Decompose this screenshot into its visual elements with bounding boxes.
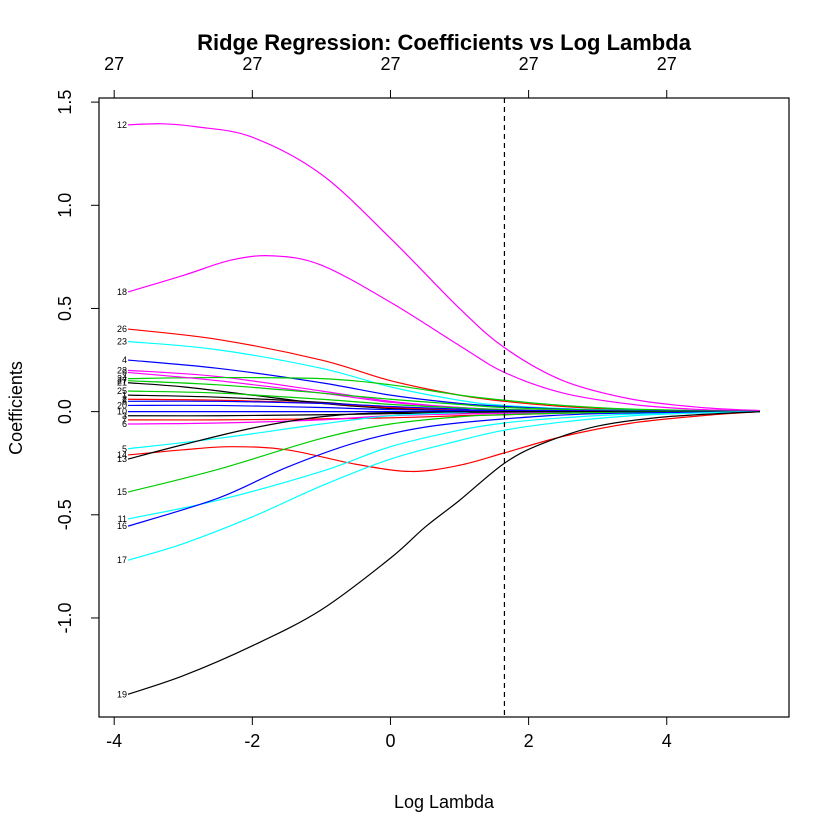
curve-label-3: 3 xyxy=(122,411,127,421)
y-axis-label: Coefficients xyxy=(6,361,26,455)
curve-label-5: 5 xyxy=(122,444,127,454)
curve-label-8: 8 xyxy=(122,396,127,406)
coefficient-curve-26 xyxy=(127,328,760,413)
y-tick-label: -0.5 xyxy=(55,499,75,530)
curve-label-10: 10 xyxy=(117,407,127,417)
coefficient-curve-16 xyxy=(127,411,760,527)
x-axis-label: Log Lambda xyxy=(394,792,495,812)
curve-label-12: 12 xyxy=(117,120,127,130)
y-tick-label: 0.0 xyxy=(55,399,75,424)
curve-label-2: 2 xyxy=(122,394,127,404)
coefficient-curve-18 xyxy=(127,255,761,412)
curve-label-17: 17 xyxy=(117,555,127,565)
coefficient-curve-11 xyxy=(127,411,761,520)
plot-area: -4 -2 0 2 427 27 27 27 27-1.0-0.50.00.51.01.5121… xyxy=(55,54,790,751)
coefficient-curve-14 xyxy=(127,411,761,473)
curve-label-24: 24 xyxy=(117,374,127,384)
plot-frame xyxy=(98,97,790,718)
curve-label-16: 16 xyxy=(117,521,127,531)
coefficient-curve-13 xyxy=(127,410,760,460)
top-tick-label: 27 xyxy=(519,54,539,74)
y-tick-label: 1.0 xyxy=(55,193,75,218)
curve-label-6: 6 xyxy=(122,419,127,429)
x-tick-label: 2 xyxy=(524,731,534,751)
x-tick-label: 0 xyxy=(385,731,395,751)
curve-label-20: 20 xyxy=(117,400,127,410)
x-tick-label: -4 xyxy=(106,731,122,751)
curve-label-26: 26 xyxy=(117,324,127,334)
curve-label-23: 23 xyxy=(117,336,127,346)
curve-label-11: 11 xyxy=(118,514,127,524)
curve-label-25: 25 xyxy=(117,386,127,396)
coefficient-curve-24 xyxy=(128,376,761,413)
curve-label-19: 19 xyxy=(117,689,127,699)
curve-label-13: 13 xyxy=(117,454,127,464)
y-tick-label: -1.0 xyxy=(55,602,75,633)
top-tick-label: 27 xyxy=(380,54,400,74)
curve-label-7: 7 xyxy=(122,415,127,425)
curve-label-15: 15 xyxy=(117,487,127,497)
x-tick-label: -2 xyxy=(244,731,260,751)
coefficient-curve-12 xyxy=(127,123,761,412)
coefficient-curve-17 xyxy=(127,411,761,561)
top-tick-label: 27 xyxy=(104,54,124,74)
y-tick-label: 1.5 xyxy=(55,90,75,115)
coefficient-curve-27 xyxy=(127,380,760,413)
curve-label-4: 4 xyxy=(122,355,127,365)
curve-label-14: 14 xyxy=(117,450,127,460)
x-tick-label: 4 xyxy=(662,731,672,751)
curve-label-9: 9 xyxy=(122,367,127,377)
top-tick-label: 27 xyxy=(657,54,677,74)
curve-label-22: 22 xyxy=(117,365,127,375)
y-tick-label: 0.5 xyxy=(55,296,75,321)
top-tick-label: 27 xyxy=(242,54,262,74)
curve-label-1: 1 xyxy=(122,390,127,400)
curve-label-21: 21 xyxy=(117,378,127,388)
coefficient-curve-19 xyxy=(127,411,761,695)
curve-label-18: 18 xyxy=(117,287,127,297)
chart-title: Ridge Regression: Coefficients vs Log La… xyxy=(197,30,692,55)
coefficient-curve-15 xyxy=(127,411,760,493)
curve-label-27: 27 xyxy=(117,376,127,386)
